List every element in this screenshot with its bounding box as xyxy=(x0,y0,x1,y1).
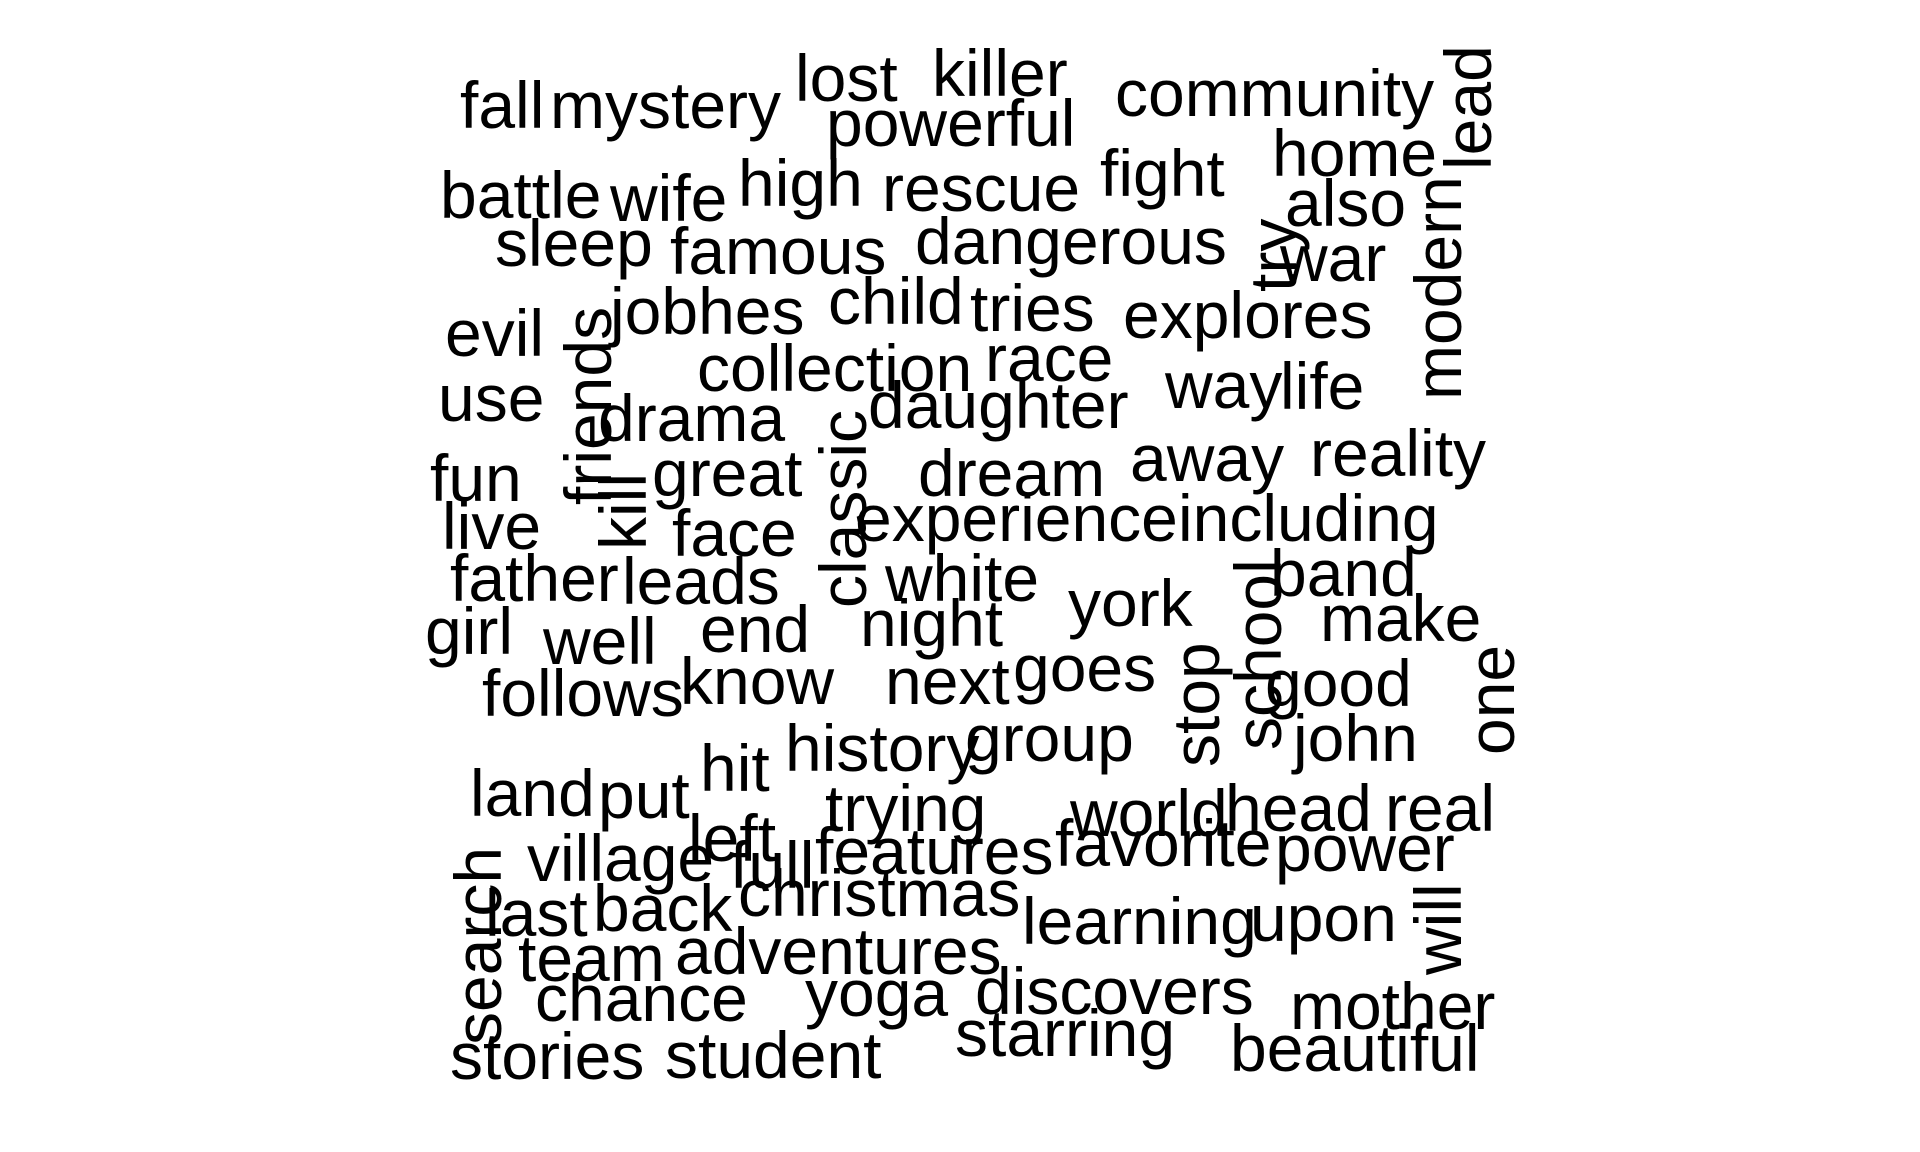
word-father: father xyxy=(450,541,619,615)
word-killer: killer xyxy=(932,36,1068,110)
word-chance: chance xyxy=(535,961,748,1035)
word-stories: stories xyxy=(450,1019,645,1093)
word-mystery: mystery xyxy=(550,68,781,142)
word-stop: stop xyxy=(1159,642,1233,767)
word-powerful: powerful xyxy=(826,86,1076,160)
word-fun: fun xyxy=(430,441,522,515)
word-fight: fight xyxy=(1100,136,1225,210)
word-end: end xyxy=(700,592,811,666)
word-face: face xyxy=(672,496,797,570)
word-trying: trying xyxy=(825,771,987,845)
word-starring: starring xyxy=(955,996,1176,1070)
word-yoga: yoga xyxy=(805,956,949,1030)
word-make: make xyxy=(1320,581,1482,655)
word-high: high xyxy=(738,146,863,220)
word-evil: evil xyxy=(445,296,545,370)
word-discovers: discovers xyxy=(975,954,1254,1028)
word-upon: upon xyxy=(1250,881,1397,955)
word-beautiful: beautiful xyxy=(1230,1011,1480,1085)
word-home: home xyxy=(1272,116,1438,190)
word-war: war xyxy=(1280,221,1387,295)
word-power: power xyxy=(1275,811,1455,885)
word-group: group xyxy=(965,701,1134,775)
word-experience: experience xyxy=(855,481,1178,555)
word-land: land xyxy=(470,756,595,830)
word-christmas: christmas xyxy=(738,856,1021,930)
word-next: next xyxy=(885,644,1010,718)
word-also: also xyxy=(1285,166,1407,240)
word-tries: tries xyxy=(970,271,1095,345)
word-know: know xyxy=(680,644,835,718)
word-kill: kill xyxy=(586,473,660,550)
word-features: features xyxy=(815,814,1054,888)
word-reality: reality xyxy=(1310,416,1487,490)
word-wife: wife xyxy=(610,161,728,235)
word-famous: famous xyxy=(670,214,887,288)
word-mother: mother xyxy=(1290,969,1496,1043)
word-history: history xyxy=(785,711,980,785)
word-sleep: sleep xyxy=(495,206,653,280)
word-night: night xyxy=(860,586,1004,660)
word-including: including xyxy=(1178,481,1439,555)
word-away: away xyxy=(1130,421,1285,495)
word-world: world xyxy=(1070,776,1228,850)
word-york: york xyxy=(1068,566,1193,640)
word-battle: battle xyxy=(440,158,602,232)
word-back: back xyxy=(593,871,733,945)
word-full: full xyxy=(730,828,815,902)
word-student: student xyxy=(665,1018,882,1092)
word-collection: collection xyxy=(697,331,973,405)
word-race: race xyxy=(985,321,1114,395)
word-child: child xyxy=(828,264,964,338)
word-head: head xyxy=(1225,771,1372,845)
word-leads: leads xyxy=(622,544,780,618)
word-adventures: adventures xyxy=(675,914,1002,988)
word-white: white xyxy=(885,541,1040,615)
word-left: left xyxy=(688,801,777,875)
word-put: put xyxy=(598,758,690,832)
word-explores: explores xyxy=(1123,278,1373,352)
word-favorite: favorite xyxy=(1055,806,1272,880)
word-drama: drama xyxy=(598,381,786,455)
word-will: will xyxy=(1401,883,1475,975)
word-lost: lost xyxy=(795,41,898,115)
word-dangerous: dangerous xyxy=(915,204,1227,278)
word-daughter: daughter xyxy=(868,368,1129,442)
word-good: good xyxy=(1265,646,1412,720)
word-band: band xyxy=(1270,536,1417,610)
word-dream: dream xyxy=(918,436,1106,510)
word-hit: hit xyxy=(700,731,770,805)
word-john: john xyxy=(1293,701,1418,775)
word-village: village xyxy=(527,821,715,895)
word-learning: learning xyxy=(1022,884,1257,958)
word-live: live xyxy=(442,489,542,563)
word-great: great xyxy=(652,436,803,510)
word-goes: goes xyxy=(1013,631,1157,705)
word-well: well xyxy=(543,604,657,678)
word-team: team xyxy=(518,921,665,995)
word-fall: fall xyxy=(460,68,545,142)
word-modern: modern xyxy=(1401,176,1475,400)
word-one: one xyxy=(1454,644,1528,755)
word-follows: follows xyxy=(482,656,684,730)
word-jobhes: jobhes xyxy=(610,274,805,348)
word-way: way xyxy=(1165,348,1283,422)
word-community: community xyxy=(1115,56,1435,130)
word-lead: lead xyxy=(1431,45,1505,170)
word-girl: girl xyxy=(425,594,514,668)
word-real: real xyxy=(1385,771,1496,845)
word-use: use xyxy=(438,361,545,435)
word-life: life xyxy=(1280,349,1365,423)
word-last: last xyxy=(485,876,588,950)
word-rescue: rescue xyxy=(882,151,1081,225)
